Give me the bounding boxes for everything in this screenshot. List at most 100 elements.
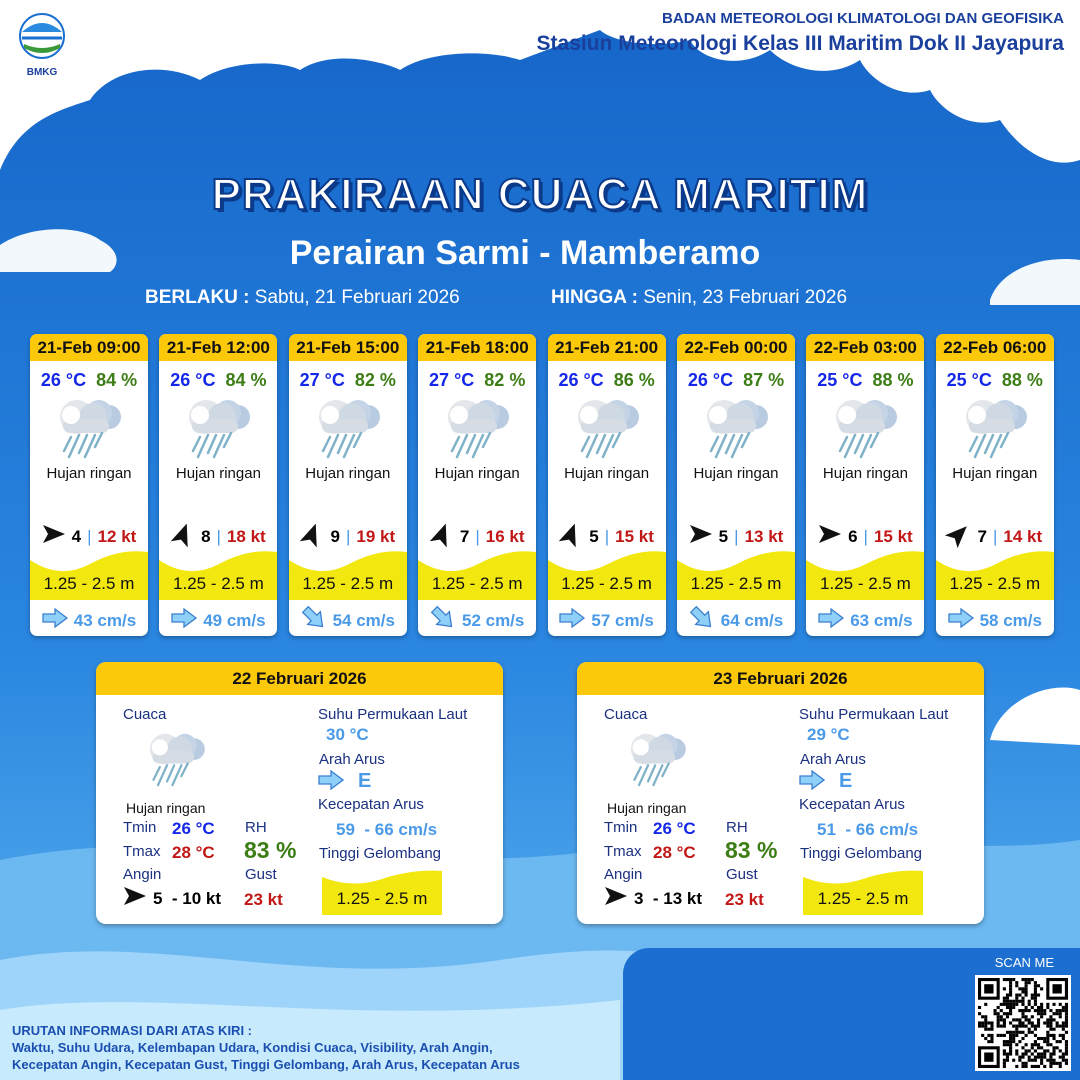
gust-speed: 15 kt bbox=[873, 526, 913, 546]
wind-label: Angin bbox=[604, 866, 643, 883]
light-rain-cloud-icon bbox=[696, 395, 776, 461]
wind-range: 3 - 13 kt bbox=[634, 888, 703, 908]
gust-speed: 18 kt bbox=[226, 526, 266, 546]
current-direction-arrow-icon bbox=[947, 607, 974, 633]
wave-height: 1.25 - 2.5 m bbox=[806, 548, 925, 600]
forecast-card: 21-Feb 12:00 26 °C 84 % Hujan ringan 8 | 1… bbox=[159, 334, 278, 636]
forecast-card: 21-Feb 15:00 27 °C 82 % Hujan ringan 9 | 1… bbox=[288, 334, 407, 636]
gust-speed: 19 kt bbox=[356, 526, 396, 546]
bmkg-logo: BMKG bbox=[14, 12, 70, 78]
daily-date: 22 Februari 2026 bbox=[96, 662, 503, 695]
weather-condition: Hujan ringan bbox=[434, 465, 520, 482]
tmax-value: 28 °C bbox=[172, 843, 215, 862]
current-speed-label: Kecepatan Arus bbox=[318, 796, 424, 813]
wave-label: Tinggi Gelombang bbox=[800, 845, 923, 862]
air-temp: 26 °C bbox=[170, 370, 216, 390]
gust-speed: 16 kt bbox=[485, 526, 525, 546]
forecast-time: 22-Feb 06:00 bbox=[935, 334, 1054, 361]
weather-condition: Hujan ringan bbox=[822, 465, 908, 482]
rh-label: RH bbox=[245, 819, 267, 836]
scan-label: SCAN ME bbox=[994, 955, 1054, 970]
rh-value: 83 % bbox=[244, 837, 297, 863]
weather-condition: Hujan ringan bbox=[607, 800, 687, 816]
wind-speed: 5 bbox=[718, 526, 729, 546]
wind-direction-arrow-icon bbox=[300, 523, 324, 549]
current-dir-value: E bbox=[839, 770, 853, 792]
wave-height: 1.25 - 2.5 m bbox=[288, 548, 407, 600]
qr-code[interactable] bbox=[975, 975, 1071, 1071]
weather-label: Cuaca bbox=[604, 706, 648, 723]
weather-condition: Hujan ringan bbox=[46, 465, 132, 482]
weather-condition: Hujan ringan bbox=[564, 465, 650, 482]
current-speed: 49 cm/s bbox=[203, 610, 266, 630]
tmax-label: Tmax bbox=[604, 843, 642, 860]
humidity: 87 % bbox=[743, 370, 785, 390]
light-rain-cloud-icon bbox=[621, 726, 693, 792]
air-temp: 25 °C bbox=[946, 370, 992, 390]
wind-direction-arrow-icon bbox=[429, 523, 454, 549]
forecast-time: 21-Feb 12:00 bbox=[159, 334, 278, 361]
wind-direction-arrow-icon bbox=[818, 524, 842, 549]
sst-label: Suhu Permukaan Laut bbox=[799, 706, 949, 723]
air-temp: 26 °C bbox=[687, 370, 734, 390]
wave-height: 1.25 - 2.5 m bbox=[418, 548, 537, 600]
gust-label: Gust bbox=[245, 866, 277, 883]
forecast-card: 21-Feb 09:00 26 °C 84 % Hujan ringan 4 | 1… bbox=[30, 334, 148, 636]
station-name: Stasiun Meteorologi Kelas III Maritim Do… bbox=[536, 32, 1064, 55]
gust-speed: 15 kt bbox=[615, 526, 654, 546]
wind-direction-arrow-icon bbox=[945, 524, 971, 549]
air-temp: 25 °C bbox=[817, 370, 863, 390]
current-speed: 57 cm/s bbox=[591, 610, 654, 630]
humidity: 88 % bbox=[872, 370, 914, 390]
forecast-time: 21-Feb 15:00 bbox=[288, 334, 407, 361]
forecast-time: 21-Feb 21:00 bbox=[547, 334, 666, 361]
wave-height: 1.25 - 2.5 m bbox=[547, 548, 666, 600]
note-line: Waktu, Suhu Udara, Kelembapan Udara, Kon… bbox=[12, 1040, 493, 1055]
current-dir-label: Arah Arus bbox=[800, 751, 866, 768]
forecast-time: 21-Feb 09:00 bbox=[30, 334, 148, 361]
page-title: PRAKIRAAN CUACA MARITIM bbox=[211, 169, 869, 220]
weather-condition: Hujan ringan bbox=[305, 465, 391, 482]
light-rain-cloud-icon bbox=[140, 726, 212, 792]
current-speed: 43 cm/s bbox=[73, 610, 137, 630]
current-speed-label: Kecepatan Arus bbox=[799, 796, 905, 813]
weather-condition: Hujan ringan bbox=[175, 465, 261, 482]
sst-value: 29 °C bbox=[807, 725, 850, 744]
humidity: 86 % bbox=[613, 370, 655, 390]
wind-speed: 4 bbox=[71, 526, 82, 546]
light-rain-cloud-icon bbox=[178, 395, 258, 461]
wind-speed: 6 bbox=[848, 526, 858, 546]
wind-speed: 9 bbox=[330, 526, 340, 546]
current-direction-arrow-icon bbox=[689, 605, 715, 633]
gust-speed: 12 kt bbox=[97, 526, 137, 546]
sst-value: 30 °C bbox=[326, 725, 369, 744]
weather-condition: Hujan ringan bbox=[952, 465, 1038, 482]
forecast-card: 22-Feb 03:00 25 °C 88 % Hujan ringan 6 | 1… bbox=[806, 334, 925, 636]
current-speed-value: 59 - 66 cm/s bbox=[336, 820, 438, 839]
current-direction-arrow-icon bbox=[171, 607, 198, 633]
wind-direction-arrow-icon bbox=[604, 886, 628, 911]
forecast-card: 22-Feb 06:00 25 °C 88 % Hujan ringan 7 | 1… bbox=[935, 334, 1054, 636]
humidity: 88 % bbox=[1001, 370, 1043, 390]
air-temp: 26 °C bbox=[558, 370, 604, 390]
light-rain-cloud-icon bbox=[955, 395, 1035, 461]
wave-height: 1.25 - 2.5 m bbox=[30, 548, 148, 600]
wave-height: 1.25 - 2.5 m bbox=[935, 548, 1054, 600]
wind-speed: 5 bbox=[589, 526, 599, 546]
info-order-note: URUTAN INFORMASI DARI ATAS KIRI : Waktu,… bbox=[12, 1022, 520, 1073]
rh-label: RH bbox=[726, 819, 748, 836]
tmin-value: 26 °C bbox=[653, 819, 696, 838]
wind-direction-arrow-icon bbox=[559, 523, 583, 549]
wind-speed: 8 bbox=[201, 526, 211, 546]
wind-speed: 7 bbox=[977, 526, 987, 546]
wind-direction-arrow-icon bbox=[689, 524, 713, 549]
wave-height: 1.25 - 2.5 m bbox=[159, 548, 278, 600]
current-speed: 58 cm/s bbox=[979, 610, 1042, 630]
light-rain-cloud-icon bbox=[825, 395, 905, 461]
current-dir-label: Arah Arus bbox=[319, 751, 385, 768]
current-speed: 52 cm/s bbox=[461, 610, 525, 630]
wind-label: Angin bbox=[123, 866, 162, 883]
daily-date: 23 Februari 2026 bbox=[577, 662, 984, 695]
current-speed-value: 51 - 66 cm/s bbox=[817, 820, 919, 839]
tmin-value: 26 °C bbox=[172, 819, 215, 838]
